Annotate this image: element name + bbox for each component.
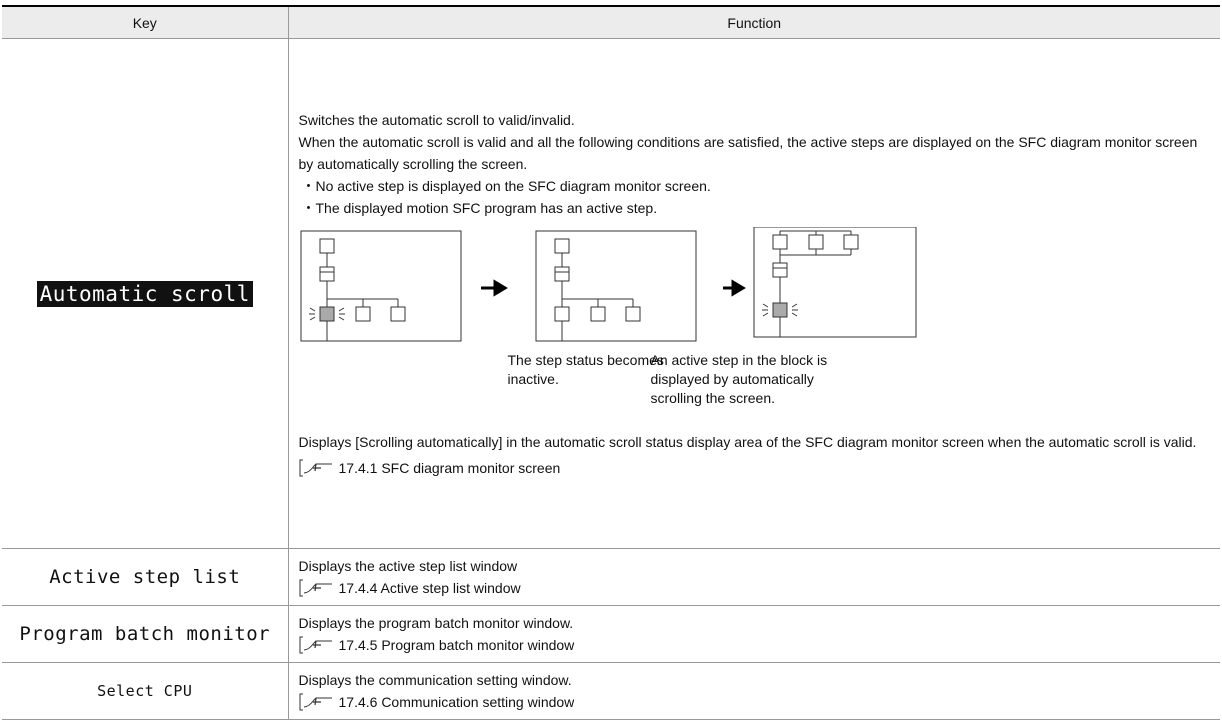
header-row: Key Function [2, 6, 1220, 39]
header-cell: Function [287, 6, 1220, 39]
reference: 17.4.1 SFC diagram monitor screen [299, 457, 1211, 479]
reference-text: 17.4.1 SFC diagram monitor screen [338, 459, 561, 476]
reference-icon [299, 579, 333, 597]
key-label: Automatic scroll [36, 280, 253, 307]
function-cell: Displays the communication setting windo… [287, 662, 1220, 720]
reference-icon [299, 636, 333, 654]
key-function-table: Key Function Automatic scroll Switches t… [2, 5, 1220, 720]
table-row: Automatic scroll Switches the automatic … [2, 38, 1220, 549]
arrow [722, 278, 746, 297]
description: Displays the active step list window [298, 558, 518, 574]
description: Displays the program batch monitor windo… [298, 615, 574, 631]
reference: 17.4.6 Communication setting window [299, 691, 1211, 713]
reference-text: 17.4.4 Active step list window [338, 580, 521, 596]
reference: 17.4.4 Active step list window [299, 577, 1211, 599]
description: Displays the communication setting windo… [298, 672, 572, 688]
table-row: Program batch monitor Displays the progr… [2, 605, 1220, 663]
caption: An active step in the block is displayed… [650, 351, 828, 406]
description: Displays [Scrolling automatically] in th… [298, 433, 1197, 450]
function-cell: Displays the active step list window 17.… [287, 548, 1220, 606]
reference-text: 17.4.6 Communication setting window [338, 694, 575, 710]
bullet: ・No active step is displayed on the SFC … [301, 177, 711, 194]
screen-after [753, 226, 916, 337]
description: Switches the automatic scroll to valid/i… [298, 111, 575, 128]
bullet: ・The displayed motion SFC program has an… [301, 199, 658, 216]
key-cell: Automatic scroll [2, 38, 288, 549]
key-cell: Program batch monitor [2, 605, 288, 663]
key-cell: Active step list [2, 548, 288, 606]
header-cell: Key [2, 6, 288, 39]
reference-icon [299, 693, 333, 711]
table-row: Select CPU Displays the communication se… [2, 662, 1220, 720]
screen-middle [535, 230, 696, 341]
description: When the automatic scroll is valid and a… [298, 133, 1198, 172]
screen-before [300, 230, 461, 341]
reference-icon [299, 459, 333, 477]
function-cell: Displays the program batch monitor windo… [287, 605, 1220, 663]
key-cell: Select CPU [2, 662, 288, 720]
table-row: Active step list Displays the active ste… [2, 548, 1220, 606]
diagram: The step status becomes inactive. An act… [299, 226, 1211, 425]
sfc-illustration [300, 226, 916, 341]
reference-text: 17.4.5 Program batch monitor window [338, 637, 575, 653]
caption: The step status becomes inactive. [507, 351, 664, 387]
arrow [480, 278, 508, 297]
reference: 17.4.5 Program batch monitor window [299, 634, 1211, 656]
function-cell: Switches the automatic scroll to valid/i… [287, 38, 1220, 549]
